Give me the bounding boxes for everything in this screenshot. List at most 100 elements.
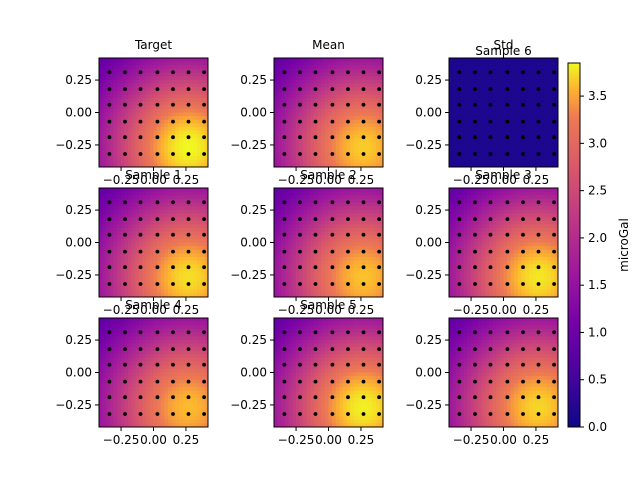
heat-cell — [299, 238, 304, 244]
heat-cell — [499, 130, 505, 135]
heat-cell — [189, 191, 195, 196]
heat-cell — [120, 286, 126, 291]
heat-cell — [135, 152, 140, 157]
heat-cell — [117, 282, 122, 287]
station-point — [155, 282, 160, 286]
heat-cell — [106, 224, 111, 229]
heat-cell — [186, 90, 191, 95]
heat-cell — [375, 286, 380, 291]
heat-cell — [99, 246, 104, 251]
heat-cell — [510, 152, 515, 157]
heat-cell — [478, 68, 483, 74]
heat-cell — [306, 148, 311, 154]
heat-cell — [128, 260, 133, 265]
heat-cell — [99, 134, 104, 139]
heat-cell — [478, 112, 483, 117]
heat-cell — [175, 209, 180, 215]
heat-cell — [113, 293, 118, 297]
heat-cell — [168, 267, 173, 273]
heat-cell — [292, 227, 297, 233]
heat-cell — [182, 141, 187, 146]
heat-cell — [539, 112, 545, 117]
heat-cell — [536, 90, 541, 95]
heat-cell — [113, 72, 118, 77]
heat-cell — [463, 123, 468, 128]
heat-cell — [171, 220, 176, 225]
heat-cell — [321, 282, 326, 287]
heat-cell — [277, 72, 282, 77]
heat-cell — [131, 72, 136, 77]
heat-cell — [164, 127, 169, 132]
heat-cell — [157, 198, 162, 204]
heat-cell — [313, 127, 319, 132]
heat-cell — [292, 202, 297, 207]
heat-cell — [350, 238, 355, 244]
heat-cell — [496, 58, 501, 63]
heat-cell — [182, 123, 187, 128]
heat-cell — [168, 97, 173, 103]
heat-cell — [168, 137, 173, 143]
heat-cell — [449, 119, 454, 124]
heat-cell — [543, 97, 548, 103]
station-point — [202, 102, 207, 107]
heat-cell — [521, 137, 526, 143]
heat-cell — [299, 235, 304, 240]
heat-cell — [459, 94, 465, 99]
heat-cell — [146, 260, 151, 265]
heat-cell — [168, 90, 173, 95]
heat-cell — [368, 213, 373, 218]
heat-cell — [485, 163, 490, 167]
heat-cell — [303, 227, 308, 233]
heat-cell — [117, 141, 122, 146]
heat-cell — [178, 141, 184, 146]
heat-cell — [499, 198, 505, 204]
heat-cell — [339, 220, 344, 225]
heat-cell — [456, 116, 461, 121]
heat-cell — [379, 108, 383, 114]
heat-cell — [120, 127, 126, 132]
heat-cell — [292, 260, 297, 265]
heat-cell — [146, 61, 151, 66]
station-point — [155, 152, 160, 156]
heat-cell — [204, 79, 208, 85]
heat-cell — [364, 134, 370, 139]
heat-cell — [343, 61, 348, 66]
heat-cell — [346, 206, 351, 211]
heat-cell — [364, 271, 370, 276]
heat-cell — [200, 209, 205, 215]
heat-cell — [328, 123, 333, 128]
heat-cell — [146, 119, 151, 124]
heat-cell — [372, 224, 377, 229]
heat-cell — [456, 123, 461, 128]
heat-cell — [197, 152, 202, 157]
heat-cell — [197, 90, 202, 95]
heat-cell — [153, 198, 158, 204]
heat-cell — [193, 61, 198, 66]
heat-cell — [186, 271, 191, 276]
heat-cell — [488, 112, 494, 117]
station-point — [138, 200, 143, 205]
heat-cell — [142, 249, 147, 254]
heat-cell — [353, 206, 359, 211]
heat-cell — [324, 267, 330, 273]
heat-cell — [295, 293, 301, 297]
heat-cell — [193, 119, 198, 124]
heat-cell — [157, 289, 162, 294]
station-point — [123, 217, 127, 222]
heat-cell — [328, 191, 333, 196]
station-point — [361, 102, 366, 107]
heat-cell — [343, 264, 348, 269]
heat-cell — [168, 289, 173, 294]
station-point — [282, 70, 287, 75]
heat-cell — [186, 206, 191, 211]
heat-cell — [281, 148, 286, 154]
heat-cell — [153, 94, 158, 99]
heat-cell — [532, 76, 537, 81]
heat-cell — [375, 156, 380, 161]
heat-cell — [109, 108, 115, 114]
heat-cell — [193, 79, 198, 85]
heat-cell — [306, 224, 311, 229]
heat-cell — [175, 72, 180, 77]
heat-cell — [459, 195, 465, 200]
heat-cell — [288, 275, 293, 280]
